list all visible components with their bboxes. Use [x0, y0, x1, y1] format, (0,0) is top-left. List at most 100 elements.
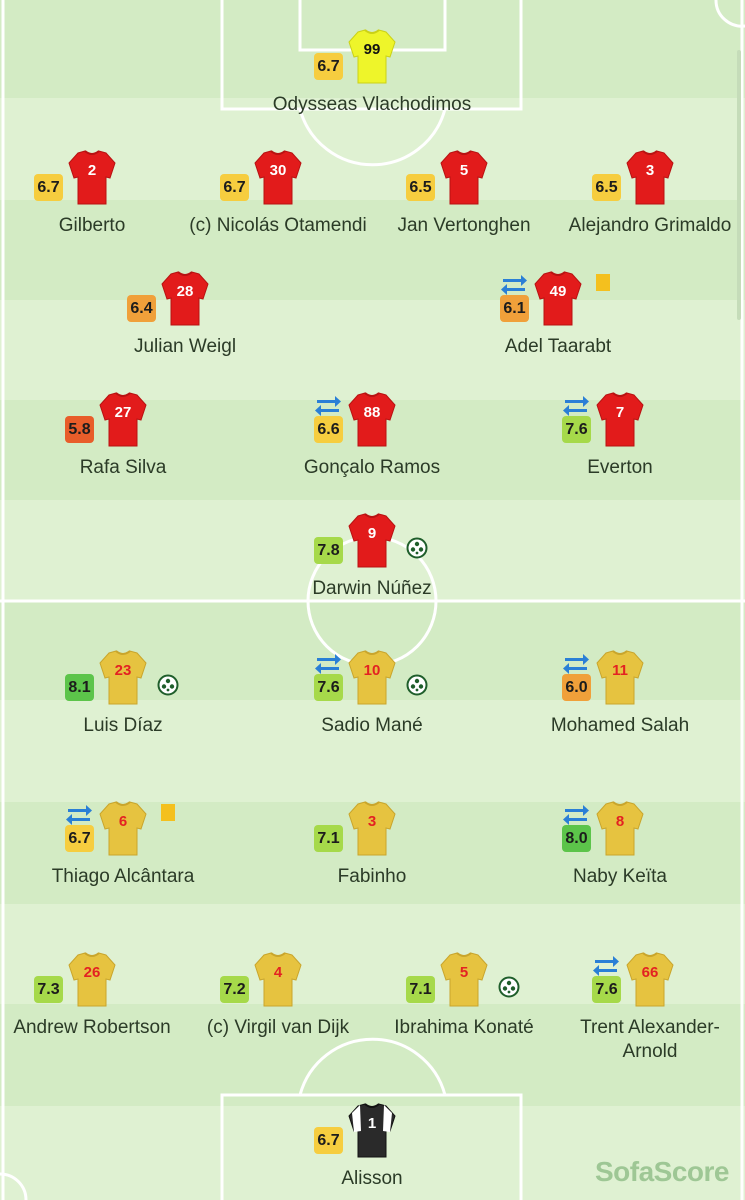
rating-badge: 6.7	[65, 825, 94, 852]
player-name[interactable]: Luis Díaz	[83, 715, 163, 736]
pitch-stripe	[0, 1004, 745, 1106]
jersey-number: 10	[363, 662, 381, 679]
rating-badge: 7.1	[314, 825, 343, 852]
jersey-icon: 49	[534, 269, 582, 327]
player-name[interactable]: Gonçalo Ramos	[303, 457, 441, 478]
rating-badge: 6.5	[406, 174, 435, 201]
jersey-number: 4	[273, 964, 283, 981]
player-name[interactable]: Naby Keïta	[573, 866, 667, 887]
jersey-icon: 6	[99, 799, 147, 857]
player-name[interactable]: Trent Alexander-Arnold	[580, 1017, 720, 1062]
rating-badge: 6.0	[562, 674, 591, 701]
jersey-number: 1	[367, 1115, 377, 1132]
player-name[interactable]: Alejandro Grimaldo	[568, 215, 732, 236]
player-name[interactable]: Everton	[587, 457, 653, 478]
jersey-number: 5	[459, 964, 469, 981]
jersey-icon: 8	[596, 799, 644, 857]
player-name[interactable]: Ibrahima Konaté	[394, 1017, 534, 1038]
rating-badge: 6.7	[34, 174, 63, 201]
rating-badge: 7.6	[314, 674, 343, 701]
player-name[interactable]: Gilberto	[58, 215, 126, 236]
jersey-icon: 27	[99, 390, 147, 448]
substitution-icon	[593, 956, 619, 976]
rating-badge: 6.4	[127, 295, 156, 322]
jersey-number: 23	[114, 662, 132, 679]
rating-badge: 6.5	[592, 174, 621, 201]
player-name[interactable]: (c) Virgil van Dijk	[206, 1017, 350, 1038]
jersey-icon: 1	[348, 1101, 396, 1159]
jersey-number: 27	[114, 404, 132, 421]
jersey-icon: 26	[68, 950, 116, 1008]
player-name[interactable]: Alisson	[341, 1168, 403, 1189]
jersey-number: 7	[615, 404, 625, 421]
scrollbar[interactable]	[737, 50, 741, 320]
player-name[interactable]: Jan Vertonghen	[397, 215, 531, 236]
rating-badge: 6.7	[314, 1127, 343, 1154]
jersey-icon: 3	[626, 148, 674, 206]
jersey-number: 49	[549, 283, 567, 300]
rating-badge: 6.1	[500, 295, 529, 322]
player-name[interactable]: Andrew Robertson	[13, 1017, 171, 1038]
jersey-number: 6	[118, 813, 128, 830]
rating-badge: 7.8	[314, 537, 343, 564]
player-name[interactable]: Sadio Mané	[321, 715, 423, 736]
player-name[interactable]: Mohamed Salah	[550, 715, 690, 736]
rating-badge: 7.1	[406, 976, 435, 1003]
jersey-icon: 30	[254, 148, 302, 206]
jersey-number: 9	[367, 525, 377, 542]
goal-ball-icon	[406, 674, 428, 696]
jersey-number: 26	[83, 964, 101, 981]
jersey-number: 8	[615, 813, 625, 830]
rating-badge: 5.8	[65, 416, 94, 443]
sofascore-logo: SofaScore	[595, 1156, 730, 1187]
substitution-icon	[563, 654, 589, 674]
rating-badge: 7.6	[562, 416, 591, 443]
substitution-icon	[563, 396, 589, 416]
rating-badge: 7.6	[592, 976, 621, 1003]
player-name[interactable]: Darwin Núñez	[312, 578, 432, 599]
player-name[interactable]: Fabinho	[337, 866, 407, 887]
rating-badge: 6.7	[314, 53, 343, 80]
jersey-icon: 7	[596, 390, 644, 448]
rating-badge: 8.0	[562, 825, 591, 852]
pitch-stripe	[0, 200, 745, 300]
substitution-icon	[501, 275, 527, 295]
substitution-icon	[315, 396, 341, 416]
player-name[interactable]: Rafa Silva	[79, 457, 167, 478]
yellow-card-icon	[596, 274, 610, 291]
jersey-icon: 2	[68, 148, 116, 206]
rating-badge: 7.3	[34, 976, 63, 1003]
substitution-icon	[563, 805, 589, 825]
goal-ball-icon	[498, 976, 520, 998]
jersey-icon: 88	[348, 390, 396, 448]
jersey-icon: 23	[99, 648, 147, 706]
jersey-icon: 10	[348, 648, 396, 706]
goal-ball-icon	[406, 537, 428, 559]
jersey-number: 30	[269, 162, 287, 179]
jersey-number: 28	[176, 283, 194, 300]
jersey-icon: 3	[348, 799, 396, 857]
player-name[interactable]: Odysseas Vlachodimos	[272, 94, 472, 115]
player-name[interactable]: Adel Taarabt	[504, 336, 612, 357]
jersey-number: 11	[612, 662, 628, 679]
jersey-icon: 9	[348, 511, 396, 569]
jersey-number: 99	[363, 41, 381, 58]
jersey-icon: 99	[348, 27, 396, 85]
jersey-icon: 66	[626, 950, 674, 1008]
player-name[interactable]: Thiago Alcântara	[51, 866, 195, 887]
player-name[interactable]: Julian Weigl	[133, 336, 237, 357]
substitution-icon	[315, 654, 341, 674]
jersey-icon: 11	[596, 648, 644, 706]
substitution-icon	[66, 805, 92, 825]
jersey-icon: 5	[440, 950, 488, 1008]
rating-badge: 7.2	[220, 976, 249, 1003]
goal-ball-icon	[157, 674, 179, 696]
jersey-icon: 4	[254, 950, 302, 1008]
jersey-number: 88	[363, 404, 381, 421]
player-name[interactable]: (c) Nicolás Otamendi	[189, 215, 367, 236]
rating-badge: 6.7	[220, 174, 249, 201]
rating-badge: 6.6	[314, 416, 343, 443]
jersey-number: 3	[645, 162, 655, 179]
